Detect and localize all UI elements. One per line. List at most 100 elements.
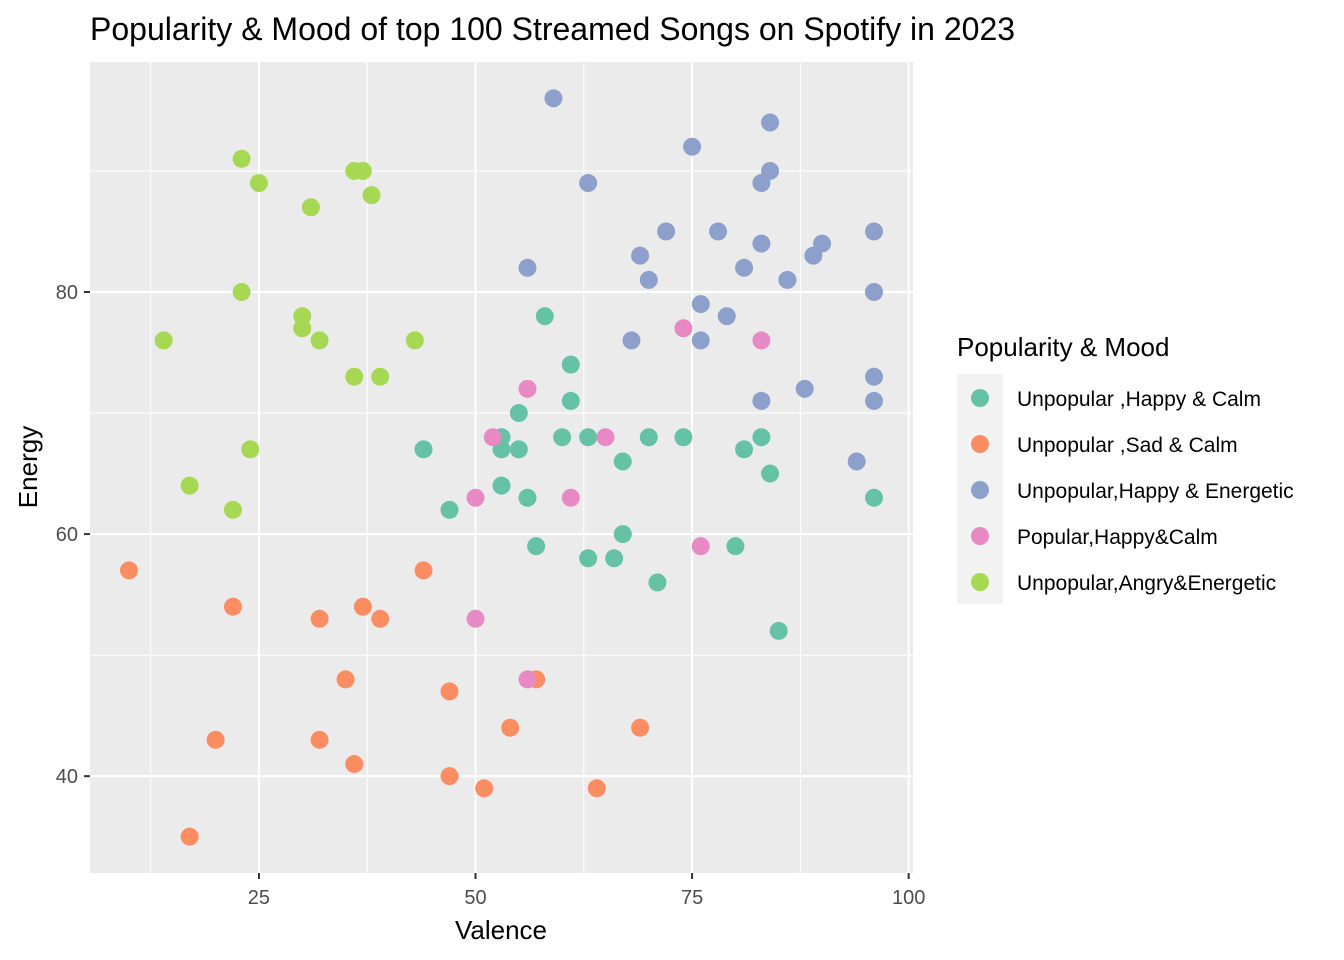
- data-point-series-2: [631, 246, 650, 265]
- data-point-series-3: [466, 488, 485, 507]
- data-point-series-0: [735, 440, 754, 459]
- data-point-series-2: [639, 270, 658, 289]
- data-point-series-0: [752, 428, 771, 447]
- plot-panel: [90, 62, 913, 873]
- legend-label-1: Unpopular ,Sad & Calm: [1017, 434, 1238, 457]
- data-point-series-0: [613, 525, 632, 544]
- legend-key-2: [971, 481, 989, 499]
- data-point-series-3: [518, 379, 537, 398]
- data-point-series-4: [223, 500, 242, 519]
- legend-label-3: Popular,Happy&Calm: [1017, 526, 1218, 549]
- data-point-series-4: [180, 476, 199, 495]
- data-point-series-1: [223, 597, 242, 616]
- data-point-series-2: [544, 89, 563, 108]
- data-point-series-4: [232, 282, 251, 301]
- data-point-series-4: [345, 367, 364, 386]
- data-point-series-4: [405, 331, 424, 350]
- data-point-series-1: [345, 755, 364, 774]
- data-point-series-2: [865, 222, 884, 241]
- data-point-series-2: [709, 222, 728, 241]
- data-point-series-1: [440, 767, 459, 786]
- data-point-series-2: [865, 367, 884, 386]
- data-point-series-1: [310, 609, 329, 628]
- y-axis-ticks: 40 60 80: [56, 282, 90, 788]
- data-point-series-0: [639, 428, 658, 447]
- data-point-series-0: [509, 440, 528, 459]
- data-point-series-4: [293, 319, 312, 338]
- y-tick-label: 60: [56, 524, 78, 546]
- data-point-series-1: [475, 779, 494, 798]
- data-point-series-3: [674, 319, 693, 338]
- data-point-series-3: [691, 537, 710, 556]
- y-tick-label: 80: [56, 282, 78, 304]
- data-point-series-1: [310, 730, 329, 749]
- data-point-series-2: [657, 222, 676, 241]
- y-tick-label: 40: [56, 766, 78, 788]
- legend: Unpopular ,Happy & Calm Unpopular ,Sad & …: [957, 374, 1294, 604]
- data-point-series-3: [483, 428, 502, 447]
- data-point-series-1: [371, 609, 390, 628]
- data-point-series-3: [596, 428, 615, 447]
- data-point-series-3: [752, 331, 771, 350]
- data-point-series-0: [613, 452, 632, 471]
- data-point-series-0: [561, 355, 580, 374]
- data-point-series-0: [440, 500, 459, 519]
- data-point-series-4: [241, 440, 260, 459]
- data-point-series-2: [717, 307, 736, 326]
- data-point-series-0: [561, 391, 580, 410]
- data-point-series-1: [119, 561, 138, 580]
- data-point-series-4: [353, 161, 372, 180]
- data-point-series-2: [735, 258, 754, 277]
- data-point-series-0: [865, 488, 884, 507]
- data-point-series-4: [154, 331, 173, 350]
- data-point-series-0: [579, 549, 598, 568]
- data-point-series-1: [587, 779, 606, 798]
- data-point-series-0: [605, 549, 624, 568]
- data-point-series-0: [535, 307, 554, 326]
- legend-key-4: [971, 573, 989, 591]
- data-point-series-3: [466, 609, 485, 628]
- data-point-series-2: [804, 246, 823, 265]
- data-point-series-2: [761, 113, 780, 132]
- data-point-series-0: [414, 440, 433, 459]
- data-point-series-2: [752, 391, 771, 410]
- data-point-series-1: [353, 597, 372, 616]
- x-tick-label: 25: [248, 887, 270, 909]
- y-axis-title: Energy: [13, 426, 43, 508]
- data-point-series-2: [778, 270, 797, 289]
- data-point-series-1: [631, 718, 650, 737]
- data-point-series-2: [683, 137, 702, 156]
- data-point-series-1: [336, 670, 355, 689]
- data-point-series-0: [761, 464, 780, 483]
- data-point-series-0: [674, 428, 693, 447]
- legend-key-1: [971, 435, 989, 453]
- data-point-series-0: [726, 537, 745, 556]
- data-point-series-4: [232, 149, 251, 168]
- legend-key-3: [971, 527, 989, 545]
- x-axis-title: Valence: [455, 915, 547, 945]
- data-point-series-2: [795, 379, 814, 398]
- data-point-series-0: [527, 537, 546, 556]
- data-point-series-2: [691, 331, 710, 350]
- data-point-series-0: [509, 404, 528, 423]
- data-point-series-2: [865, 391, 884, 410]
- legend-label-0: Unpopular ,Happy & Calm: [1017, 388, 1261, 411]
- data-point-series-0: [492, 476, 511, 495]
- major-gridlines: [90, 62, 913, 873]
- legend-key-0: [971, 389, 989, 407]
- data-point-series-2: [579, 174, 598, 193]
- data-point-series-2: [622, 331, 641, 350]
- x-tick-label: 50: [464, 887, 486, 909]
- x-tick-label: 100: [892, 887, 925, 909]
- data-point-series-2: [518, 258, 537, 277]
- data-point-series-4: [371, 367, 390, 386]
- data-point-series-3: [518, 670, 537, 689]
- data-points: [119, 89, 884, 846]
- data-point-series-1: [180, 827, 199, 846]
- data-point-series-4: [301, 198, 320, 217]
- data-point-series-0: [648, 573, 667, 592]
- data-point-series-0: [769, 621, 788, 640]
- x-tick-label: 75: [681, 887, 703, 909]
- data-point-series-0: [518, 488, 537, 507]
- chart-title: Popularity & Mood of top 100 Streamed So…: [90, 11, 1015, 47]
